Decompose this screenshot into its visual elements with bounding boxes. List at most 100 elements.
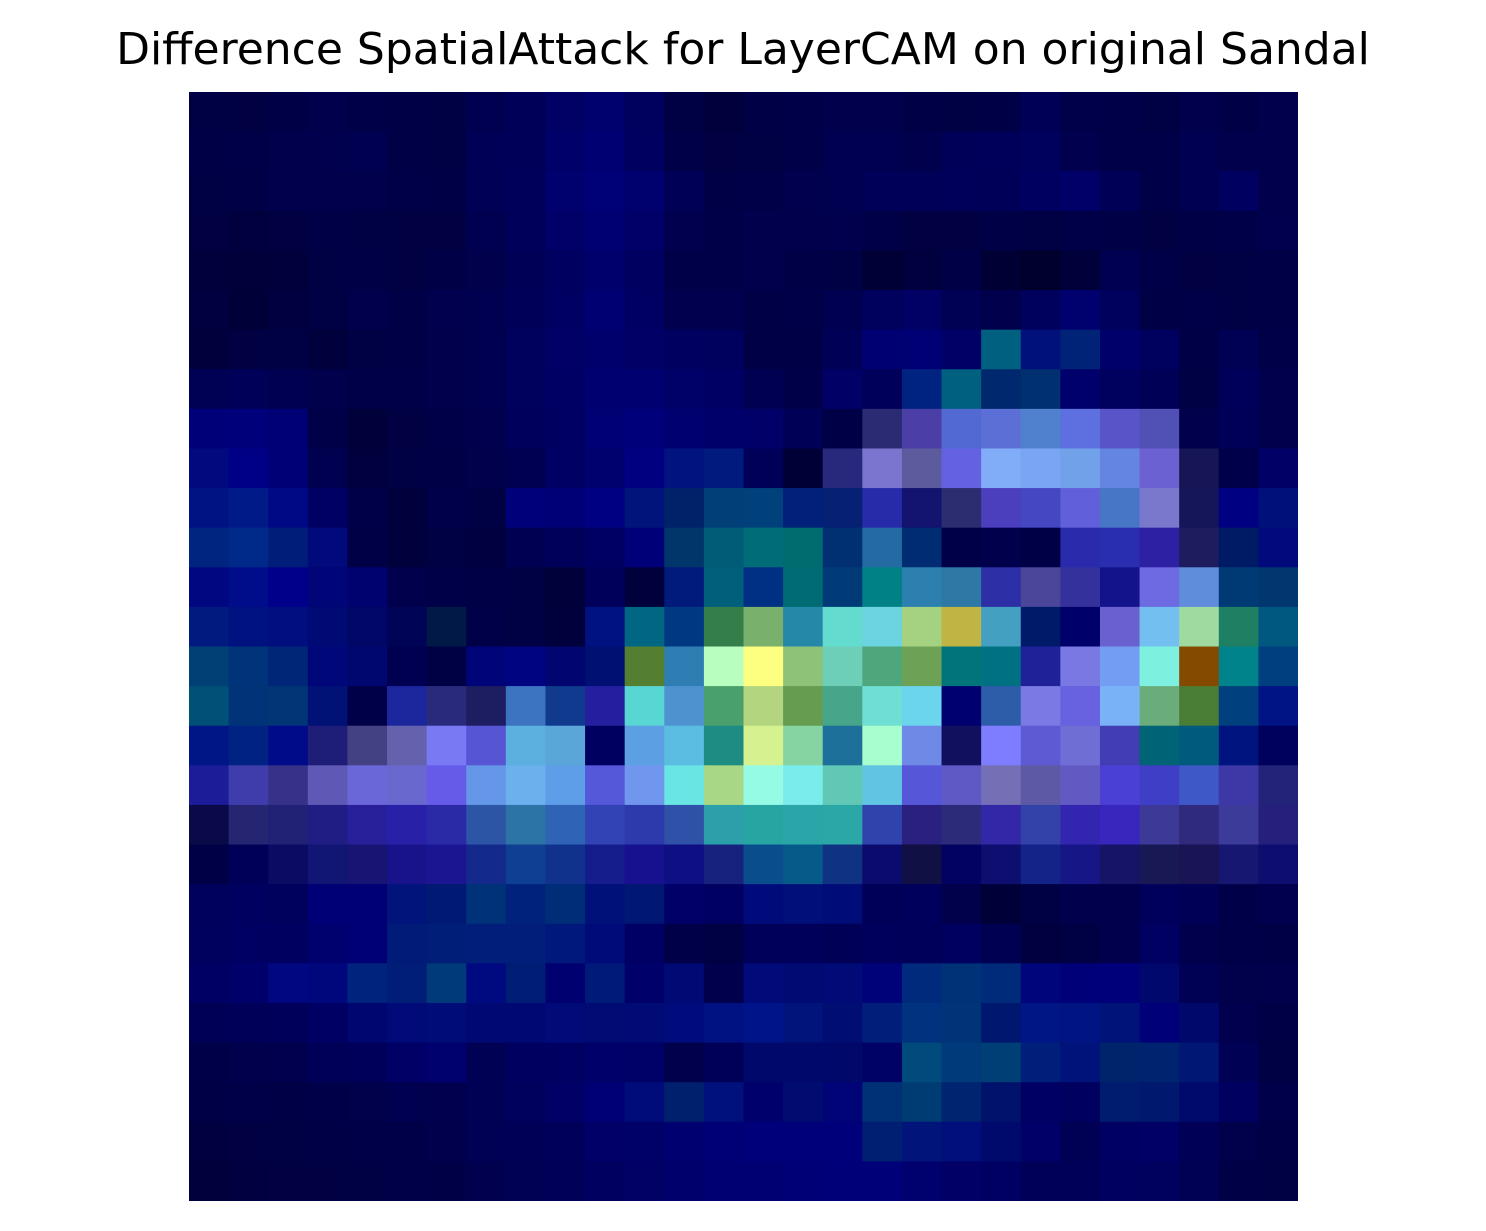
heatmap-cell (426, 527, 467, 568)
heatmap-cell (387, 1161, 428, 1201)
heatmap-cell (862, 1161, 903, 1201)
heatmap-cell (901, 210, 943, 252)
heatmap-cell (307, 488, 349, 529)
heatmap-cell (585, 884, 626, 925)
heatmap-cell (387, 527, 428, 568)
heatmap-cell (664, 92, 705, 133)
heatmap-cell (1060, 804, 1101, 846)
heatmap-cell (703, 408, 745, 450)
heatmap-cell (1020, 963, 1061, 1004)
heatmap-cell (228, 171, 269, 212)
heatmap-cell (1139, 527, 1180, 568)
heatmap-cell (347, 488, 388, 529)
heatmap-cell (901, 923, 943, 964)
heatmap-cell (307, 844, 349, 885)
heatmap-cell (1258, 725, 1298, 766)
heatmap-cell (1060, 884, 1101, 925)
heatmap-cell (268, 210, 309, 252)
heatmap-cell (228, 250, 269, 291)
heatmap-cell (426, 448, 467, 489)
heatmap-cell (981, 567, 1022, 608)
heatmap-cell (347, 408, 388, 450)
heatmap-cell (901, 1161, 943, 1201)
heatmap-cell (228, 329, 269, 370)
heatmap-cell (585, 646, 626, 687)
heatmap-cell (585, 1121, 626, 1162)
heatmap-cell (664, 765, 705, 806)
heatmap-cell (822, 408, 863, 450)
heatmap-cell (743, 408, 784, 450)
heatmap-cell (228, 448, 269, 489)
heatmap-cell (743, 963, 784, 1004)
heatmap-cell (1139, 606, 1180, 648)
heatmap-cell (981, 1082, 1022, 1123)
heatmap-cell (1218, 686, 1259, 727)
heatmap-cell (268, 963, 309, 1004)
heatmap-cell (426, 369, 467, 410)
heatmap-cell (307, 606, 349, 648)
heatmap-cell (1179, 408, 1220, 450)
heatmap-cell (228, 884, 269, 925)
heatmap-cell (703, 250, 745, 291)
heatmap-cell (862, 884, 903, 925)
heatmap-cell (1020, 171, 1061, 212)
heatmap-cell (1060, 1121, 1101, 1162)
heatmap-cell (703, 606, 745, 648)
heatmap-cell (585, 963, 626, 1004)
heatmap-cell (545, 527, 586, 568)
heatmap-cell (1179, 606, 1220, 648)
heatmap-cell (703, 171, 745, 212)
heatmap-cell (822, 1002, 863, 1044)
heatmap-cell (703, 567, 745, 608)
heatmap-cell (703, 369, 745, 410)
heatmap-cell (862, 1121, 903, 1162)
heatmap-cell (1060, 567, 1101, 608)
heatmap-cell (545, 725, 586, 766)
heatmap-cell (1258, 250, 1298, 291)
heatmap-cell (1020, 884, 1061, 925)
heatmap-cell (189, 725, 230, 766)
heatmap-cell (822, 92, 863, 133)
heatmap-cell (624, 686, 665, 727)
heatmap-cell (228, 725, 269, 766)
heatmap-cell (189, 923, 230, 964)
heatmap-cell (307, 448, 349, 489)
heatmap-cell (1139, 171, 1180, 212)
heatmap-cell (585, 131, 626, 172)
heatmap-cell (901, 92, 943, 133)
heatmap-cell (1060, 923, 1101, 964)
heatmap-cell (1179, 725, 1220, 766)
heatmap-cell (1139, 765, 1180, 806)
heatmap-cell (505, 369, 547, 410)
heatmap-cell (862, 1082, 903, 1123)
heatmap-cell (466, 1002, 507, 1044)
heatmap-cell (1179, 844, 1220, 885)
heatmap-cell (347, 725, 388, 766)
heatmap-cell (703, 527, 745, 568)
heatmap-cell (268, 290, 309, 331)
heatmap-cell (1139, 290, 1180, 331)
heatmap-cell (624, 131, 665, 172)
heatmap-cell (783, 765, 824, 806)
heatmap-cell (585, 725, 626, 766)
heatmap-cell (783, 1042, 824, 1083)
heatmap-cell (505, 488, 547, 529)
heatmap-cell (307, 646, 349, 687)
heatmap-cell (941, 527, 982, 568)
heatmap-cell (1139, 686, 1180, 727)
heatmap-cell (387, 290, 428, 331)
heatmap-cell (1179, 1121, 1220, 1162)
heatmap-cell (1020, 1161, 1061, 1201)
heatmap-cell (228, 804, 269, 846)
heatmap-cell (703, 1082, 745, 1123)
heatmap-cell (426, 646, 467, 687)
heatmap-cell (1099, 488, 1141, 529)
heatmap-cell (1218, 210, 1259, 252)
heatmap-cell (862, 92, 903, 133)
heatmap-cell (743, 329, 784, 370)
heatmap-cell (1060, 606, 1101, 648)
heatmap-cell (505, 448, 547, 489)
heatmap-cell (1218, 923, 1259, 964)
heatmap-cell (822, 1121, 863, 1162)
heatmap-cell (624, 1082, 665, 1123)
